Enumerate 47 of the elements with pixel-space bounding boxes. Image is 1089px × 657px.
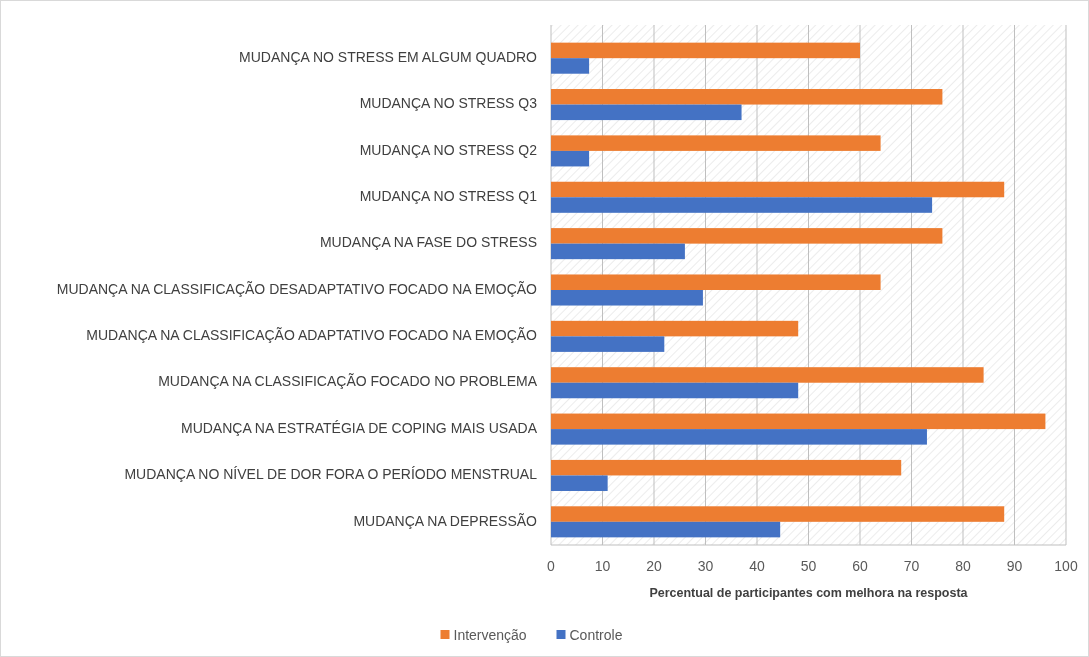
legend-label: Controle xyxy=(569,627,623,643)
x-tick-label: 90 xyxy=(1006,558,1023,574)
bar xyxy=(551,367,984,383)
bar xyxy=(551,58,590,74)
legend-label: Intervenção xyxy=(453,627,527,643)
bar xyxy=(551,413,1046,430)
bar xyxy=(551,89,943,105)
y-tick-label: MUDANÇA NO STRESS Q3 xyxy=(359,95,538,112)
bar xyxy=(551,521,781,538)
y-tick-label: MUDANÇA NO NÍVEL DE DOR FORA O PERÍODO MENSTRUAL xyxy=(124,466,538,483)
bar xyxy=(551,320,799,337)
bar xyxy=(551,181,1005,198)
x-tick-label: 30 xyxy=(697,558,714,574)
bar xyxy=(551,135,881,151)
x-tick-label: 0 xyxy=(547,558,556,574)
y-tick-label: MUDANÇA NA CLASSIFICAÇÃO FOCADO NO PROBLEMA xyxy=(158,373,538,390)
y-tick-label: MUDANÇA NO STRESS EM ALGUM QUADRO xyxy=(239,48,538,65)
y-tick-label: MUDANÇA NA CLASSIFICAÇÃO ADAPTATIVO FOCADO NA EMOÇÃO xyxy=(86,327,538,344)
y-tick-label: MUDANÇA NO STRESS Q1 xyxy=(359,187,538,204)
x-tick-label: 60 xyxy=(852,558,868,574)
bar xyxy=(551,243,685,260)
y-tick-label: MUDANÇA NA CLASSIFICAÇÃO DESADAPTATIVO FOCADO NA EMOÇÃO xyxy=(56,280,538,297)
bar xyxy=(551,336,665,352)
bar xyxy=(551,382,799,399)
bar xyxy=(551,228,943,244)
bar xyxy=(551,290,703,306)
bar xyxy=(551,274,881,290)
bar xyxy=(551,459,902,476)
x-tick-label: 10 xyxy=(594,558,611,574)
y-tick-label: MUDANÇA NA ESTRATÉGIA DE COPING MAIS USADA xyxy=(180,419,538,436)
x-tick-label: 40 xyxy=(749,558,765,574)
bar xyxy=(551,475,608,491)
x-tick-label: 80 xyxy=(955,558,971,574)
bar xyxy=(551,150,590,167)
bar xyxy=(551,429,927,445)
y-tick-label: MUDANÇA NA FASE DO STRESS xyxy=(319,234,537,251)
y-tick-label: MUDANÇA NA DEPRESSÃO xyxy=(353,512,538,529)
bar xyxy=(551,506,1005,522)
bar xyxy=(551,104,742,121)
x-tick-label: 20 xyxy=(646,558,662,574)
x-axis-title: Percentual de participantes com melhora na resposta xyxy=(649,586,969,600)
x-tick-label: 70 xyxy=(903,558,920,574)
x-tick-label: 100 xyxy=(1054,558,1078,574)
bar xyxy=(551,197,933,213)
y-tick-label: MUDANÇA NO STRESS Q2 xyxy=(359,141,538,158)
x-tick-label: 50 xyxy=(800,558,817,574)
bar xyxy=(551,42,860,59)
